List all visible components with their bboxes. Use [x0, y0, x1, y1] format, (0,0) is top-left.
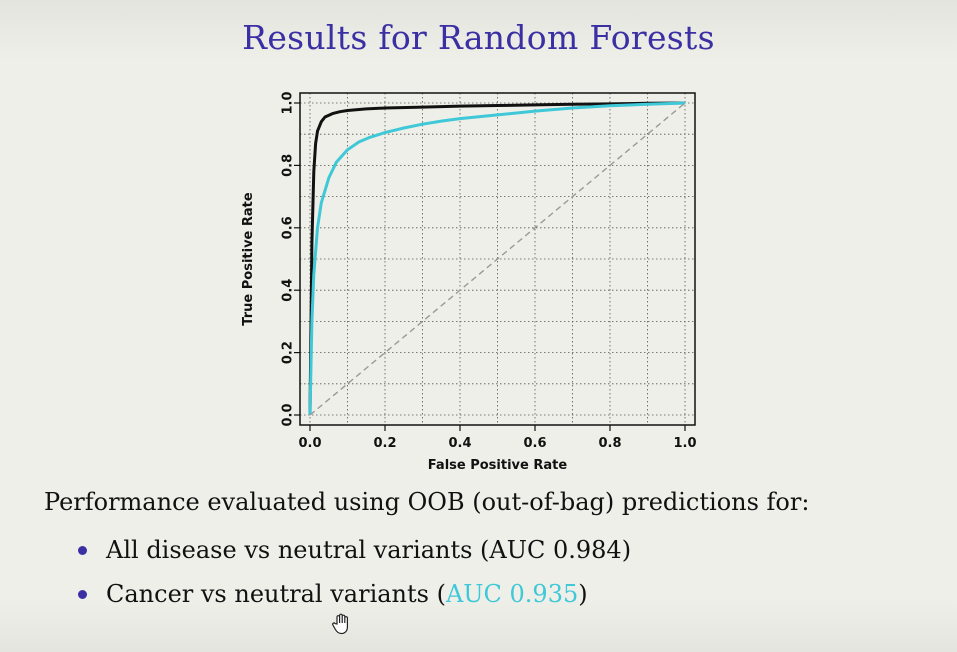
- y-tick-label: 0.4: [281, 279, 296, 302]
- x-tick-label: 0.4: [448, 436, 471, 451]
- bullet-text-prefix: All disease vs neutral variants (: [106, 536, 490, 564]
- x-tick-label: 0.0: [298, 436, 321, 451]
- bullet-auc: AUC 0.984: [489, 536, 622, 564]
- bullet-dot-icon: [78, 546, 87, 555]
- x-tick-label: 1.0: [673, 436, 696, 451]
- slide-title: Results for Random Forests: [242, 18, 715, 57]
- y-tick-label: 0.6: [281, 216, 296, 239]
- hand-cursor-icon: [330, 612, 354, 636]
- y-axis-label: True Positive Rate: [241, 192, 256, 326]
- y-tick-label: 1.0: [281, 91, 296, 114]
- x-axis-label: False Positive Rate: [428, 458, 568, 473]
- roc-curve-series-1: [308, 101, 686, 416]
- x-tick-label: 0.6: [523, 436, 546, 451]
- diagonal-reference-line: [309, 102, 686, 416]
- x-tick-label: 0.8: [598, 436, 621, 451]
- roc-curve-series-0: [308, 101, 686, 416]
- bullet-auc-cyan: AUC 0.935: [445, 580, 579, 608]
- y-tick-label: 0.2: [281, 341, 296, 364]
- y-tick-label: 0.0: [281, 403, 296, 426]
- body-text: Performance evaluated using OOB (out-of-…: [44, 488, 810, 516]
- bullet-text-prefix: Cancer vs neutral variants (: [106, 580, 446, 608]
- bullet-text-suffix: ): [578, 580, 588, 608]
- bullet-text-suffix: ): [621, 536, 632, 564]
- bullet-dot-icon: [78, 590, 87, 599]
- plot-frame: [299, 92, 696, 426]
- bullet-item-cancer: Cancer vs neutral variants (AUC 0.935): [78, 578, 631, 622]
- bullet-item-all-disease: All disease vs neutral variants (AUC 0.9…: [78, 534, 631, 578]
- y-tick-label: 0.8: [281, 154, 296, 177]
- roc-chart: 0.0 0.2 0.4 0.6 0.8 1.0 0.0 0.2 0.4 0.6 0.8 1.0 Fals…: [230, 80, 710, 480]
- roc-chart-svg: 0.0 0.2 0.4 0.6 0.8 1.0 0.0 0.2 0.4 0.6 0.8 1.0 Fals…: [241, 91, 697, 473]
- x-tick-label: 0.2: [373, 436, 396, 451]
- bullet-list: All disease vs neutral variants (AUC 0.9…: [78, 534, 631, 622]
